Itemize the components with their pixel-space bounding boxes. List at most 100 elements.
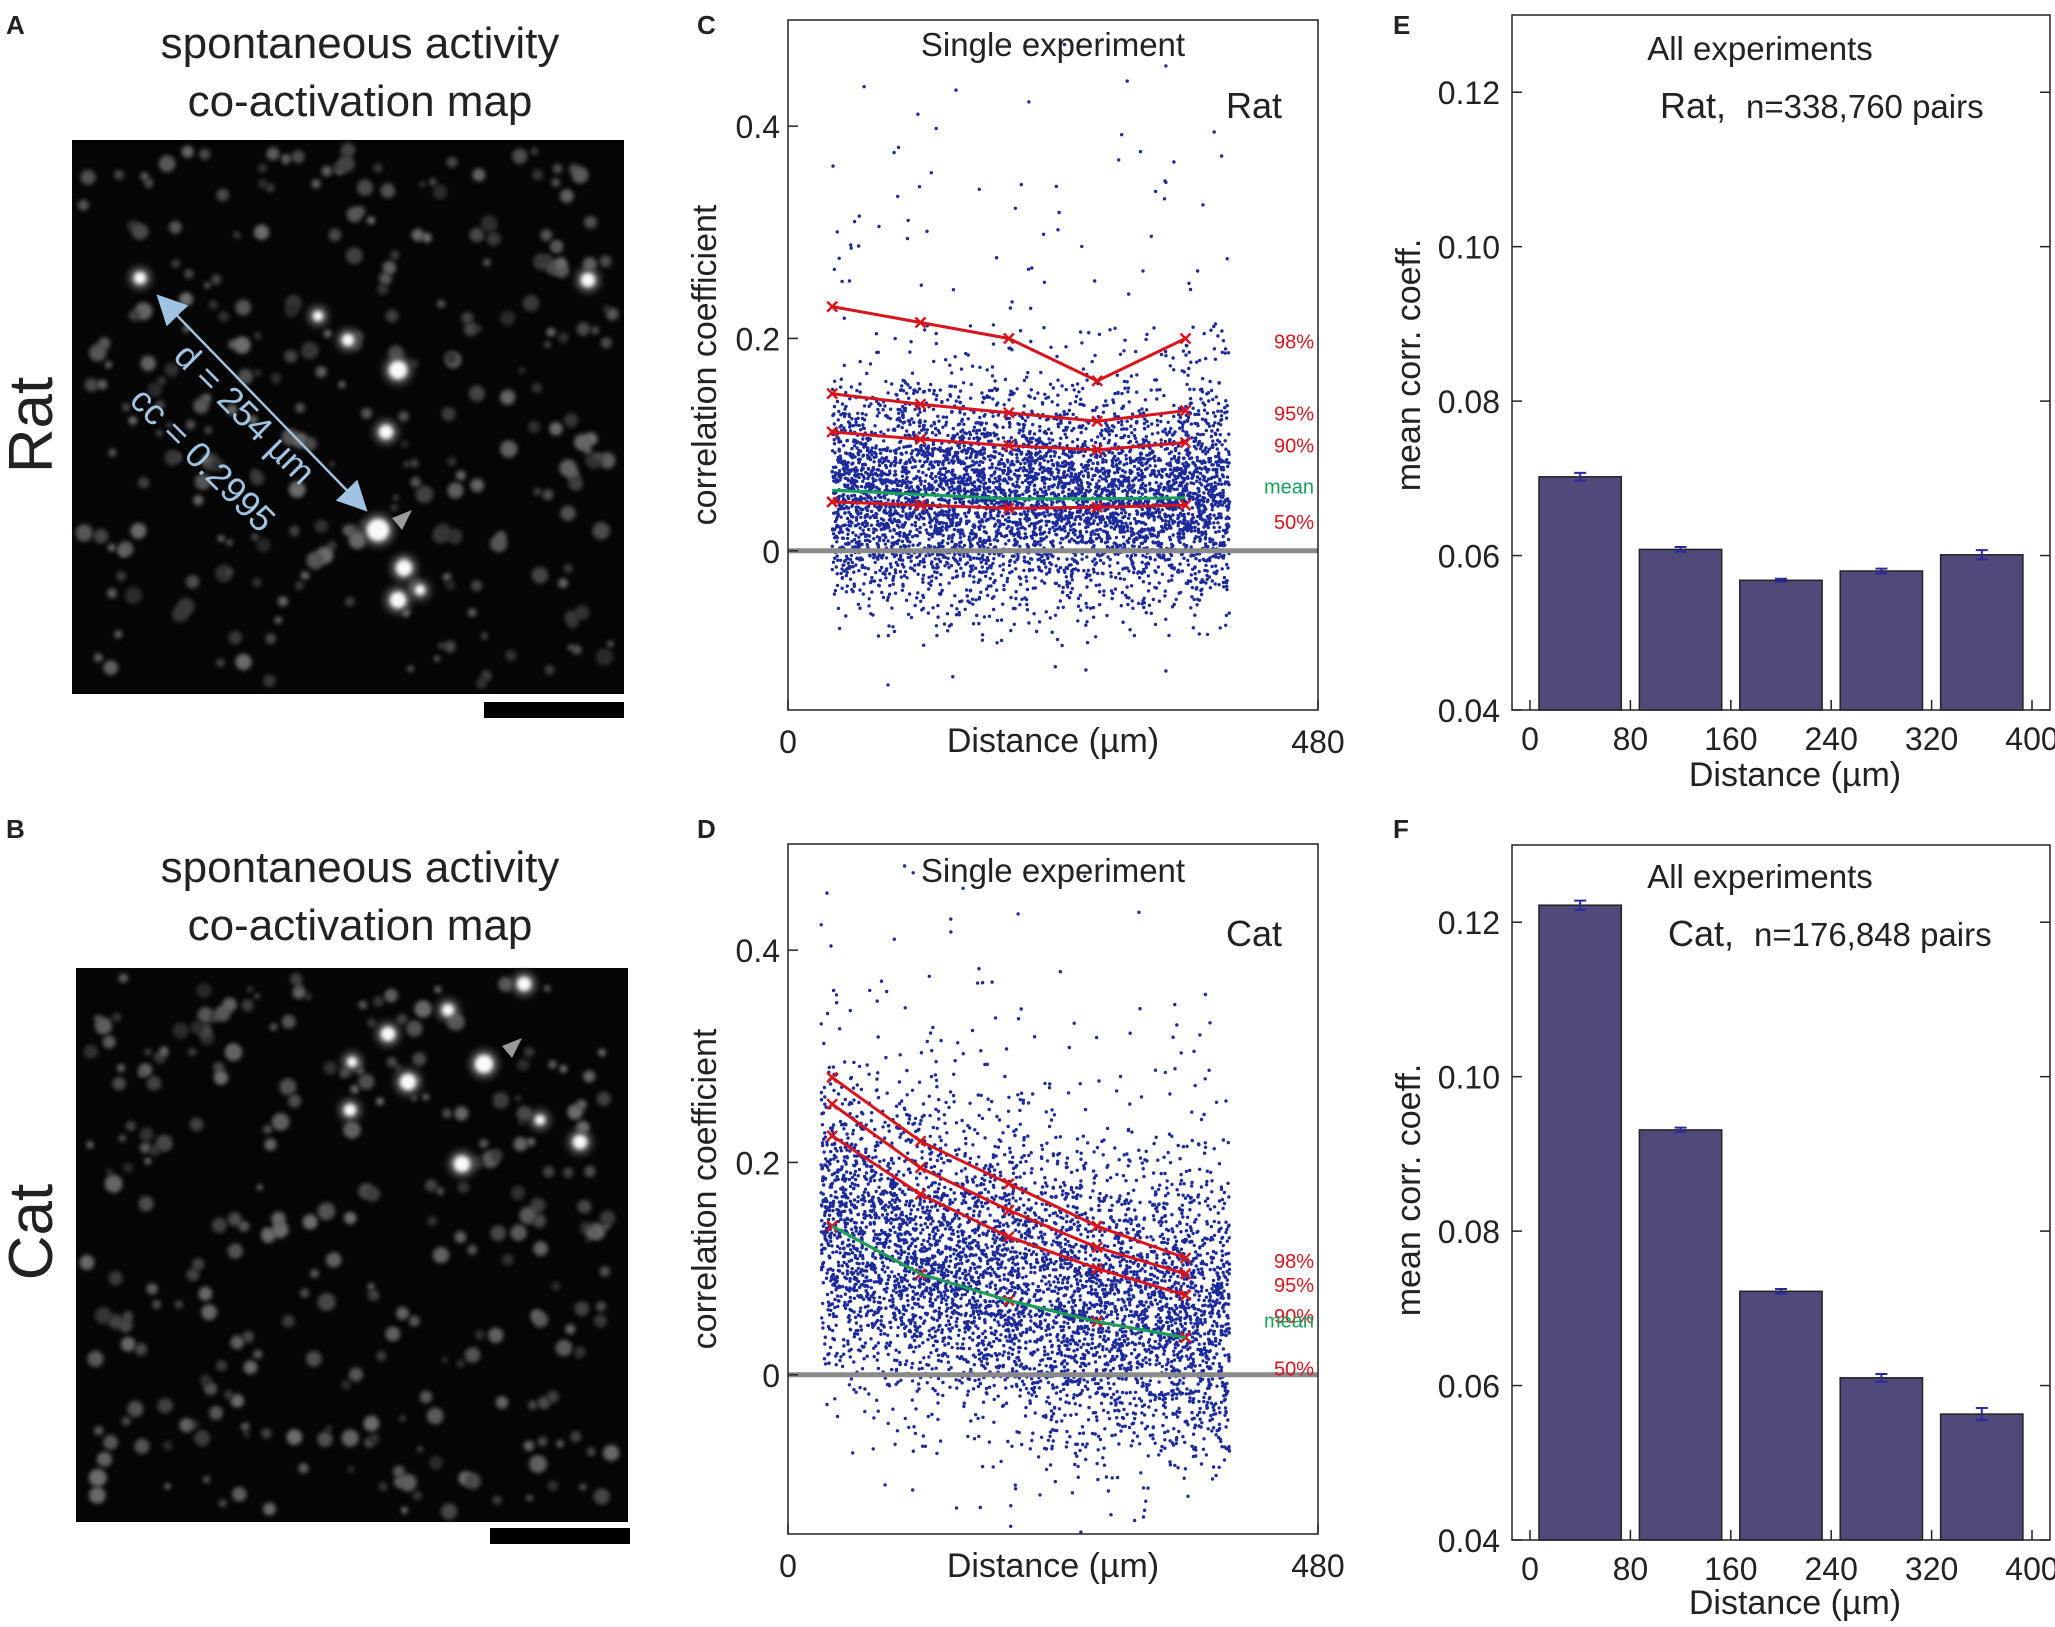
cell-blob [176,597,195,616]
scatter-point [873,424,877,428]
cell-blob [563,1167,574,1178]
scatter-point [1125,380,1129,384]
scatter-point [1086,524,1090,529]
scatter-point [1154,378,1159,382]
cell-blob [464,1347,481,1363]
scatter-point [1167,633,1171,638]
scatter-point [1073,518,1077,522]
scatter-point [918,410,922,414]
scatter-point [1181,422,1185,427]
cell-blob [243,1360,258,1375]
scatter-point [1135,390,1139,394]
scatter-point [1147,516,1151,520]
scatter-point [1141,580,1146,584]
scatter-point [1207,467,1211,472]
scatter-point [1076,535,1080,540]
cell-blob [559,459,577,478]
cell-blob [227,1212,242,1227]
scatter-point [1195,466,1199,470]
cell-blob [559,189,574,203]
scatter-point [1062,409,1066,414]
scatter-point [1023,560,1027,564]
scatter-point [910,455,914,460]
scatter-point [954,399,958,403]
scatter-point [848,397,852,401]
scatter-point [888,510,893,515]
scatter-point [1220,329,1224,333]
scatter-point [1018,329,1023,333]
panel-a-species-label: Rat [0,377,66,473]
scatter-point [1020,434,1025,438]
scatter-point [931,407,936,411]
scatter-point [1122,463,1126,467]
scatter-point [1208,513,1212,517]
cell-blob [358,1073,375,1090]
scatter-point [846,420,851,424]
scatter-point [849,481,853,485]
scatter-point [965,465,969,469]
scatter-point [1018,544,1022,548]
scatter-point [1227,432,1231,436]
scatter-point [1109,429,1114,433]
scatter-point [1022,404,1026,408]
scatter-point [1152,533,1157,538]
scatter-point [941,462,945,467]
cell-blob [120,1336,136,1352]
cell-blob [557,332,569,343]
cell-blob [596,1301,607,1312]
scatter-point [884,556,889,560]
scatter-point [1069,574,1074,579]
cell-blob [574,1301,590,1317]
scatter-point [1172,368,1176,372]
scatter-point [1142,440,1146,445]
scatter-point [994,256,999,260]
scatter-point [1068,524,1073,528]
scatter-point [891,582,895,586]
scatter-point [1095,461,1100,465]
cell-blob [495,1396,509,1409]
scatter-point [832,479,836,483]
scatter-point [1149,388,1153,392]
scatter-point [934,341,938,346]
scatter-point [1070,383,1075,388]
cell-blob [132,223,149,240]
scatter-point [997,451,1002,456]
scatter-point [1044,565,1048,569]
scatter-point [1133,553,1138,557]
scatter-point [888,583,892,588]
scatter-point [886,539,890,543]
cell-blob [179,1418,194,1433]
cell-blob [251,533,259,541]
scatter-point [1103,529,1107,534]
scatter-point [894,461,898,465]
panel-letter-f: F [1393,814,1409,844]
scatter-point [844,573,848,578]
scatter-point [832,592,837,596]
scatter-point [1027,394,1031,398]
scatter-point [1141,437,1145,442]
scatter-point [1018,582,1023,587]
scatter-point [850,560,855,565]
scatter-point [846,460,850,465]
scatter-point [867,527,871,532]
cell-blob [302,1214,318,1230]
scatter-point [1098,493,1102,498]
scatter-point [1007,398,1011,402]
rat-coactivation-map [72,140,624,694]
scatter-point [1200,533,1204,537]
scatter-point [971,622,976,626]
scatter-point [950,603,954,608]
scatter-point [845,464,850,469]
scatter-point [901,509,905,513]
cell-blob [162,1440,173,1451]
scatter-point [852,570,856,574]
scatter-point [899,439,903,443]
scatter-point [836,558,840,562]
panel-letter-a: A [6,10,25,40]
scatter-point [855,556,859,561]
cell-blob [365,1186,381,1202]
scatter-point [1173,474,1177,478]
scatter-point [1025,587,1030,592]
scatter-point [830,449,835,453]
scatter-point [1161,529,1166,534]
